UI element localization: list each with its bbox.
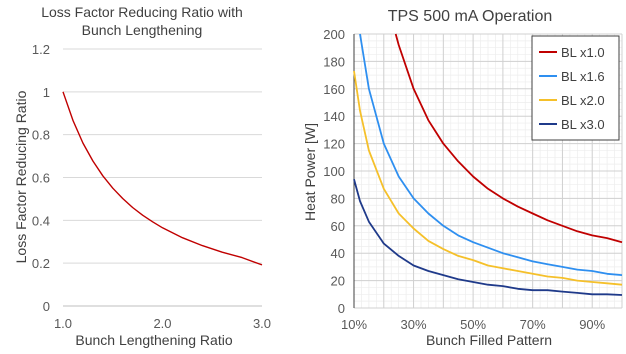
left-chart-x-tick-label: 3.0 <box>253 316 271 331</box>
left-chart-y-tick-label: 0.8 <box>32 128 50 143</box>
left-chart-gridlines <box>63 48 262 307</box>
left-chart-x-tick-label: 2.0 <box>153 316 171 331</box>
left-chart: Loss Factor Reducing Ratio with Bunch Le… <box>13 4 271 348</box>
right-chart-y-tick-label: 40 <box>331 246 345 261</box>
left-chart-y-tick-label: 0.2 <box>32 256 50 271</box>
left-chart-y-axis-label: Loss Factor Reducing Ratio <box>13 90 29 263</box>
legend-entry-label: BL x3.0 <box>561 117 605 132</box>
right-chart-y-tick-label: 180 <box>323 54 345 69</box>
right-chart-x-tick-label: 30% <box>401 317 427 332</box>
legend-entry-label: BL x1.6 <box>561 69 605 84</box>
legend-frame <box>531 35 620 141</box>
right-chart-y-tick-label: 160 <box>323 82 345 97</box>
legend-entry-label: BL x2.0 <box>561 93 605 108</box>
right-chart-y-tick-labels: 0 20 40 60 80 100 120 140 160 180 200 <box>323 27 345 316</box>
left-chart-x-axis-label: Bunch Lengthening Ratio <box>75 332 232 348</box>
right-chart-y-tick-label: 20 <box>331 274 345 289</box>
right-chart-x-tick-label: 10% <box>341 317 367 332</box>
left-chart-x-tick-labels: 1.0 2.0 3.0 <box>54 316 271 331</box>
left-chart-title-line-2: Bunch Lengthening <box>82 22 203 38</box>
right-chart-y-tick-label: 100 <box>323 164 345 179</box>
right-chart-legend: BL x1.0 BL x1.6 BL x2.0 BL x3.0 <box>531 35 620 141</box>
left-chart-y-tick-label: 1.2 <box>32 42 50 57</box>
right-chart-y-tick-label: 140 <box>323 109 345 124</box>
right-chart-y-tick-label: 60 <box>331 219 345 234</box>
right-chart-series <box>353 33 623 296</box>
left-chart-y-tick-label: 0 <box>43 299 50 314</box>
right-chart-y-tick-label: 80 <box>331 191 345 206</box>
left-chart-series-line <box>62 91 263 266</box>
right-chart-series-line <box>359 33 623 276</box>
left-chart-y-tick-label: 0.6 <box>32 171 50 186</box>
right-chart: TPS 500 mA Operation 0 20 40 60 80 100 120 140 1… <box>302 8 623 348</box>
right-chart-series-line <box>394 33 623 244</box>
left-chart-y-tick-label: 1 <box>43 85 50 100</box>
left-chart-x-tick-label: 1.0 <box>54 316 72 331</box>
right-chart-x-tick-label: 70% <box>520 317 546 332</box>
legend-entry-label: BL x1.0 <box>561 45 605 60</box>
right-chart-x-tick-labels: 10% 30% 50% 70% 90% <box>341 317 606 332</box>
right-chart-y-axis-label: Heat Power [W] <box>302 123 318 221</box>
right-chart-series-line <box>353 178 623 296</box>
left-chart-y-tick-labels: 0 0.2 0.4 0.6 0.8 1 1.2 <box>32 42 50 314</box>
right-chart-y-tick-label: 120 <box>323 137 345 152</box>
right-chart-y-tick-label: 200 <box>323 27 345 42</box>
right-chart-x-tick-label: 50% <box>460 317 486 332</box>
right-chart-title: TPS 500 mA Operation <box>388 8 553 25</box>
left-chart-title-line-1: Loss Factor Reducing Ratio with <box>41 4 243 20</box>
right-chart-y-tick-label: 0 <box>338 301 345 316</box>
right-chart-x-axis-label: Bunch Filled Pattern <box>426 332 552 348</box>
right-chart-x-tick-label: 90% <box>579 317 605 332</box>
left-chart-series <box>62 91 263 266</box>
left-chart-y-tick-label: 0.4 <box>32 213 50 228</box>
right-chart-series-line <box>353 70 623 286</box>
